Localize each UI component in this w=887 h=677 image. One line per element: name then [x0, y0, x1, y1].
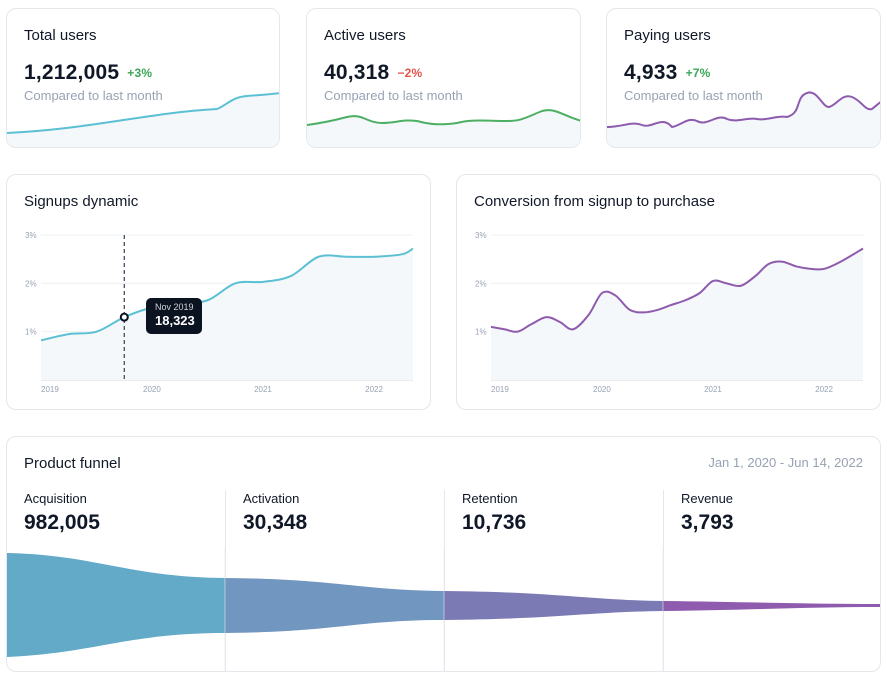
stat-number: 4,933	[624, 61, 678, 84]
chart-title: Conversion from signup to purchase	[474, 193, 715, 210]
y-tick-label: 2%	[475, 279, 487, 288]
stage-value-revenue: 3,793	[681, 511, 734, 534]
y-tick-label: 3%	[25, 231, 37, 240]
stat-value: 1,212,005 +3%	[24, 61, 152, 85]
stage-label-activation: Activation	[243, 491, 300, 506]
hover-point	[119, 312, 129, 322]
x-tick-label: 2020	[593, 385, 611, 394]
x-tick-label: 2021	[254, 385, 272, 394]
stat-number: 1,212,005	[24, 61, 120, 84]
stat-delta: −2%	[397, 66, 423, 80]
stat-subtitle: Compared to last month	[324, 88, 463, 103]
conversion-chart-card: Conversion from signup to purchase 3% 2% 1…	[456, 174, 881, 410]
funnel-segment-revenue	[663, 601, 880, 611]
funnel-segment-activation	[225, 578, 444, 633]
paying-users-sparkline	[607, 91, 880, 147]
y-tick-label: 3%	[475, 231, 487, 240]
signups-chart-card: Signups dynamic 3% 2% 1% 2019 2020 2021 2022 N…	[6, 174, 431, 410]
funnel-segment-acquisition	[7, 553, 225, 657]
stat-delta: +3%	[127, 66, 153, 80]
signups-chart: 3% 2% 1% 2019 2020 2021 2022	[25, 231, 414, 394]
area-fill	[41, 248, 413, 380]
y-tick-label: 1%	[25, 328, 37, 337]
stage-label-retention: Retention	[462, 491, 518, 506]
stage-value-retention: 10,736	[462, 511, 527, 534]
stat-title: Total users	[24, 27, 97, 44]
chart-title: Signups dynamic	[24, 193, 139, 210]
stat-value: 4,933 +7%	[624, 61, 711, 85]
tooltip: Nov 2019 18,323	[146, 298, 202, 334]
stage-label-acquisition: Acquisition	[24, 491, 87, 506]
y-tick-label: 1%	[475, 328, 487, 337]
x-tick-label: 2022	[365, 385, 383, 394]
tooltip-value: 18,323	[155, 313, 195, 328]
funnel-graphic	[7, 547, 880, 671]
funnel-title: Product funnel	[24, 455, 121, 472]
series-line	[40, 247, 414, 342]
tooltip-date: Nov 2019	[155, 302, 194, 312]
stage-value-activation: 30,348	[243, 511, 308, 534]
x-tick-label: 2019	[491, 385, 509, 394]
stat-delta: +7%	[685, 66, 711, 80]
x-tick-label: 2019	[41, 385, 59, 394]
total-users-sparkline	[7, 92, 279, 147]
stage-value-acquisition: 982,005	[24, 511, 100, 534]
x-tick-label: 2022	[815, 385, 833, 394]
date-range[interactable]: Jan 1, 2020 - Jun 14, 2022	[708, 455, 863, 470]
stat-subtitle: Compared to last month	[24, 88, 163, 103]
stat-title: Paying users	[624, 27, 711, 44]
stat-title: Active users	[324, 27, 406, 44]
series-line	[490, 247, 864, 333]
stat-value: 40,318 −2%	[324, 61, 422, 85]
product-funnel-card: Product funnel Jan 1, 2020 - Jun 14, 202…	[6, 436, 881, 672]
x-tick-label: 2020	[143, 385, 161, 394]
funnel-segment-retention	[444, 591, 663, 620]
area-fill	[491, 248, 863, 380]
stat-number: 40,318	[324, 61, 390, 84]
active-users-card: Active users 40,318 −2% Compared to last …	[306, 8, 581, 148]
y-tick-label: 2%	[25, 279, 37, 288]
conversion-chart: 3% 2% 1% 2019 2020 2021 2022	[475, 231, 864, 394]
paying-users-card: Paying users 4,933 +7% Compared to last m…	[606, 8, 881, 148]
active-users-sparkline	[307, 109, 580, 147]
x-tick-label: 2021	[704, 385, 722, 394]
stage-label-revenue: Revenue	[681, 491, 734, 506]
stat-subtitle: Compared to last month	[624, 88, 763, 103]
total-users-card: Total users 1,212,005 +3% Compared to las…	[6, 8, 280, 148]
